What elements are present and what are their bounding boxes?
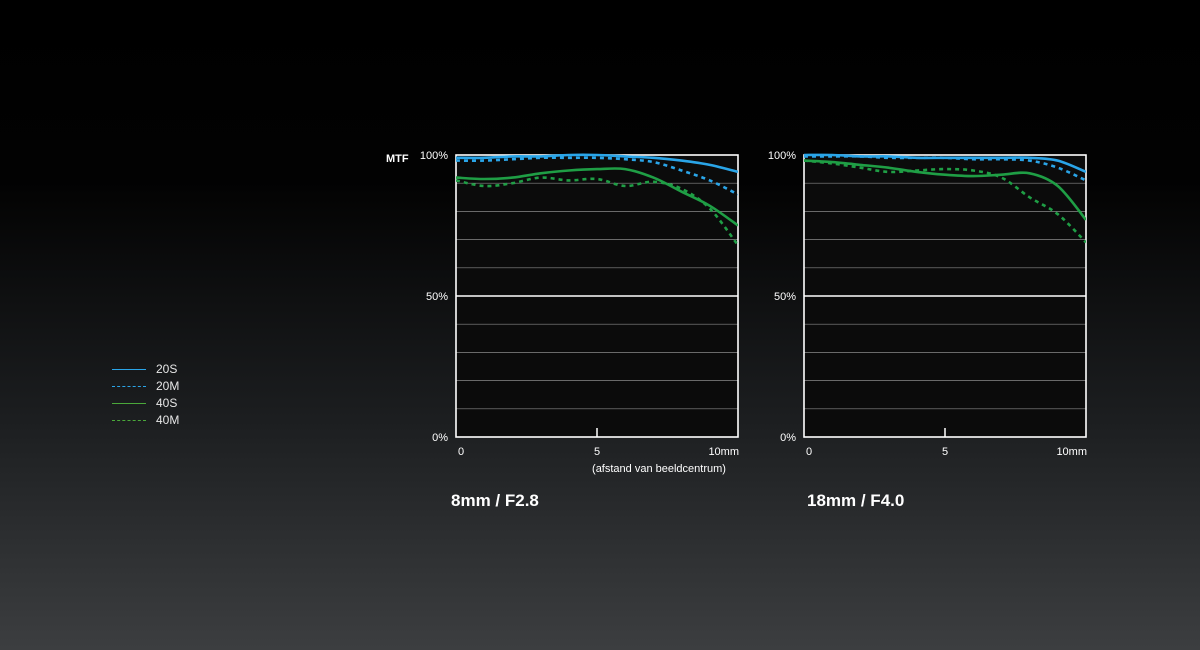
legend-label-40s: 40S [156,396,178,410]
y-tick-label: 100% [420,150,448,162]
legend-swatch-20s [112,369,146,370]
legend-swatch-40s [112,403,146,404]
series-line-20s [456,153,738,174]
mtf-chart-2: 0% 50% 100% 0 5 10mm 18mm / F4.0 [768,150,1087,510]
legend-swatch-20m [112,386,146,387]
chart-caption: 18mm / F4.0 [807,491,904,510]
y-axis-title: MTF [386,153,409,165]
y-tick-label: 0% [432,432,448,444]
series-line-20m [456,156,738,196]
x-tick-label: 10mm [1056,446,1087,458]
series-line-40s [804,159,1086,221]
x-tick-label: 0 [458,446,464,458]
x-tick-label: 5 [594,446,600,458]
y-tick-label: 50% [774,291,796,303]
legend-label-40m: 40M [156,413,180,427]
x-tick-label: 5 [942,446,948,458]
legend-label-20m: 20M [156,379,180,393]
series-line-40m [456,176,738,246]
series-line-40m [804,159,1086,244]
series-group [456,153,738,246]
legend-label-20s: 20S [156,362,178,376]
legend-swatch-40m [112,420,146,421]
series-line-40s [456,167,738,227]
y-tick-label: 100% [768,150,796,162]
y-tick-label: 50% [426,291,448,303]
x-axis-title: (afstand van beeldcentrum) [592,463,726,475]
x-tick-label: 0 [806,446,812,458]
y-tick-label: 0% [780,432,796,444]
x-tick-label: 10mm [708,446,739,458]
mtf-chart-1: 0% 50% 100% 0 5 10mm MTF (afstand van beeldcent… [386,150,739,510]
series-group [804,153,1086,244]
chart-caption: 8mm / F2.8 [451,491,539,510]
series-line-20s [804,153,1086,174]
